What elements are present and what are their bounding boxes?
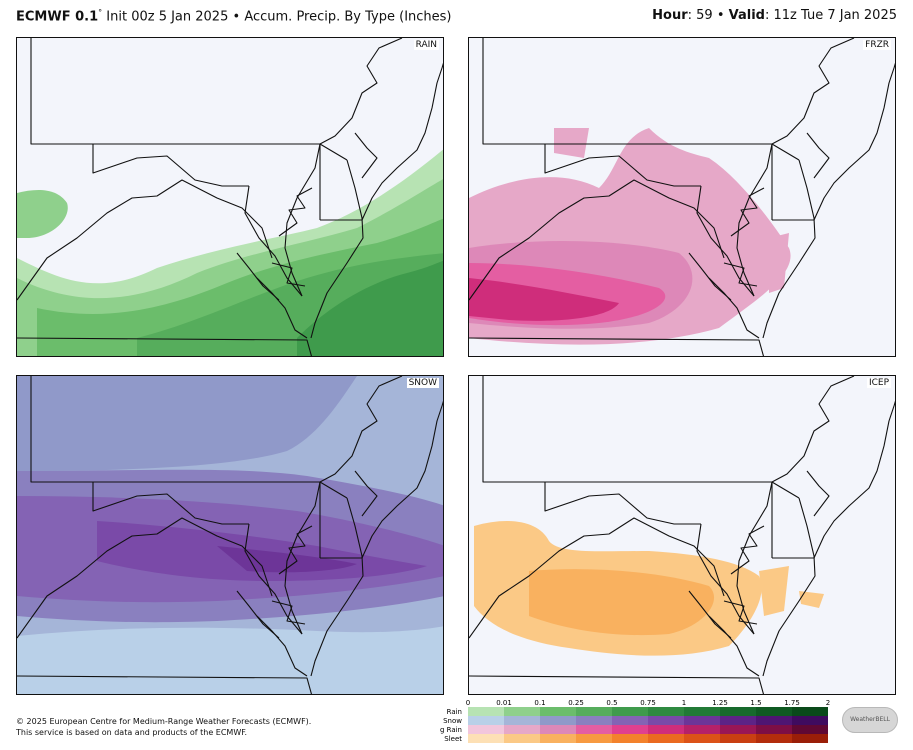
colorbar-cell <box>468 734 504 743</box>
colorbar-cell <box>576 716 612 725</box>
credit-line-2: This service is based on data and produc… <box>16 728 248 737</box>
colorbar-cell <box>468 707 504 716</box>
header-bullet-2: • <box>716 8 725 23</box>
icep-map <box>469 376 895 694</box>
colorbar-cell <box>720 707 756 716</box>
colorbar-tick: 1.5 <box>750 699 761 707</box>
logo-text: WeatherBELL <box>850 716 890 723</box>
colorbar-cell <box>540 725 576 734</box>
valid-value: : 11z Tue 7 Jan 2025 <box>764 8 897 23</box>
colorbar-cell <box>684 734 720 743</box>
colorbar-cell <box>540 707 576 716</box>
frzr-map <box>469 38 895 356</box>
colorbar-cell <box>612 707 648 716</box>
colorbar-cell <box>648 734 684 743</box>
colorbar-cell <box>792 707 828 716</box>
hour-label: Hour <box>652 8 688 23</box>
colorbar-cell <box>756 716 792 725</box>
colorbar-cell <box>576 725 612 734</box>
colorbar-tick: 0.01 <box>496 699 512 707</box>
colorbar-cell <box>792 734 828 743</box>
colorbar-cell <box>684 725 720 734</box>
colorbar-cell <box>612 716 648 725</box>
colorbar-cell <box>720 716 756 725</box>
colorbar-cell <box>648 716 684 725</box>
colorbar-cell <box>756 725 792 734</box>
colorbar-cell <box>684 716 720 725</box>
header-left: ECMWF 0.1° Init 00z 5 Jan 2025 • Accum. … <box>16 8 452 24</box>
colorbar-cell <box>648 725 684 734</box>
icep-panel: ICEP <box>468 375 896 695</box>
colorbar-cell <box>792 725 828 734</box>
colorbar-tick: 1.25 <box>712 699 728 707</box>
colorbar-cell <box>792 716 828 725</box>
colorbar-tick: 0.25 <box>568 699 584 707</box>
product-name: Accum. Precip. By Type (Inches) <box>244 9 452 25</box>
colorbar-tick: 1.75 <box>784 699 800 707</box>
colorbar-row-label: Freezing Rain <box>440 726 462 734</box>
icep-label: ICEP <box>866 378 891 388</box>
header-right: Hour: 59 • Valid: 11z Tue 7 Jan 2025 <box>652 8 897 23</box>
colorbar-cell <box>756 734 792 743</box>
rain-map <box>17 38 443 356</box>
model-name: ECMWF 0.1 <box>16 9 99 25</box>
colorbar-cell <box>540 716 576 725</box>
color-scale-legend: 0 0.01 0.1 0.25 0.5 0.75 1 1.25 1.5 1.75 2 Rain Snow… <box>440 697 840 747</box>
snow-panel: SNOW <box>16 375 444 695</box>
colorbar-cell <box>504 716 540 725</box>
weatherbell-logo: WeatherBELL <box>842 707 898 733</box>
frzr-panel: FRZR <box>468 37 896 357</box>
copyright-credit: © 2025 European Centre for Medium-Range … <box>16 716 311 738</box>
colorbar-cell <box>648 707 684 716</box>
init-time: Init 00z 5 Jan 2025 <box>106 9 229 25</box>
colorbar-cell <box>684 707 720 716</box>
colorbar-cell <box>576 734 612 743</box>
colorbar-cell <box>756 707 792 716</box>
colorbar-cell <box>504 725 540 734</box>
colorbar-tick: 1 <box>682 699 686 707</box>
color-scale-svg: 0 0.01 0.1 0.25 0.5 0.75 1 1.25 1.5 1.75 2 RainSnow… <box>440 699 830 743</box>
colorbar-cell <box>612 734 648 743</box>
header-bullet: • <box>232 9 241 25</box>
snow-label: SNOW <box>406 378 439 388</box>
colorbar-tick: 2 <box>826 699 830 707</box>
frzr-label: FRZR <box>863 40 891 50</box>
degree-symbol: ° <box>98 8 103 17</box>
colorbar-cell <box>612 725 648 734</box>
colorbar-row-label: Snow <box>443 717 462 725</box>
colorbar-cell <box>540 734 576 743</box>
colorbar-row-label: Sleet <box>444 735 462 743</box>
colorbar-cell <box>468 716 504 725</box>
hour-value: : 59 <box>687 8 713 23</box>
colorbar-tick: 0.75 <box>640 699 656 707</box>
colorbar-tick: 0.1 <box>534 699 545 707</box>
colorbar-cell <box>504 707 540 716</box>
valid-label: Valid <box>728 8 765 23</box>
rain-label: RAIN <box>413 40 439 50</box>
colorbar-cell <box>504 734 540 743</box>
colorbar-cell <box>468 725 504 734</box>
colorbar-tick: 0.5 <box>606 699 617 707</box>
colorbar-row-label: Rain <box>447 708 462 716</box>
rain-panel: RAIN <box>16 37 444 357</box>
colorbar-tick: 0 <box>466 699 470 707</box>
snow-map <box>17 376 443 694</box>
credit-line-1: © 2025 European Centre for Medium-Range … <box>16 717 312 726</box>
colorbar-cell <box>720 725 756 734</box>
colorbar-cell <box>576 707 612 716</box>
colorbar-cell <box>720 734 756 743</box>
